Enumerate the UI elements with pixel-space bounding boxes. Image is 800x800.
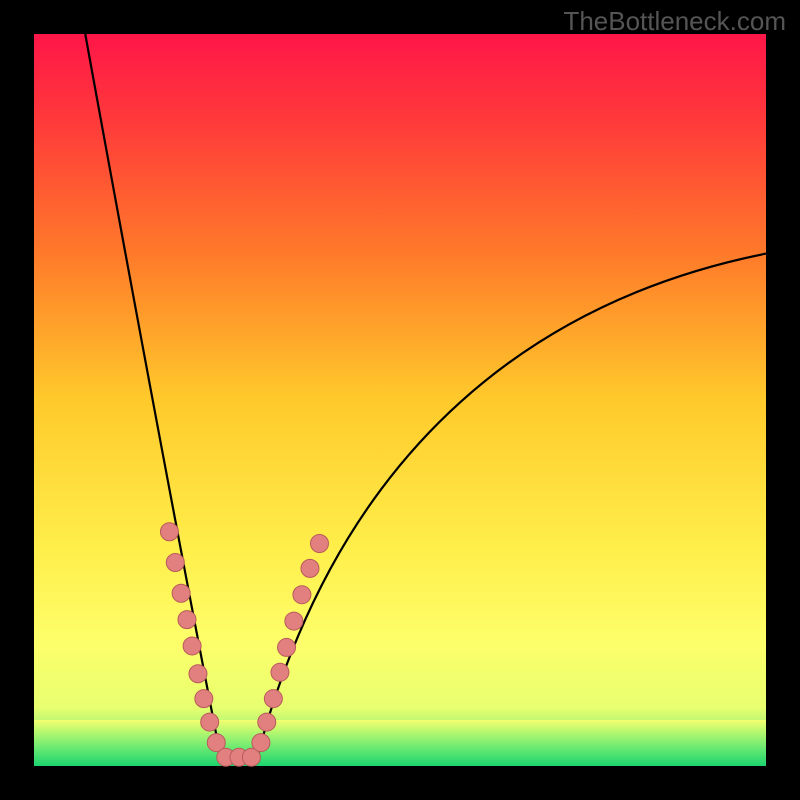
data-marker bbox=[178, 611, 196, 629]
data-marker bbox=[189, 665, 207, 683]
watermark-text: TheBottleneck.com bbox=[563, 6, 786, 37]
data-marker bbox=[183, 637, 201, 655]
data-marker bbox=[160, 523, 178, 541]
data-marker bbox=[264, 690, 282, 708]
data-marker bbox=[166, 554, 184, 572]
data-marker bbox=[252, 734, 270, 752]
data-marker bbox=[201, 713, 219, 731]
chart-svg bbox=[0, 0, 800, 800]
chart-stage: TheBottleneck.com bbox=[0, 0, 800, 800]
data-marker bbox=[285, 612, 303, 630]
data-marker bbox=[258, 713, 276, 731]
data-marker bbox=[195, 690, 213, 708]
data-marker bbox=[271, 663, 289, 681]
data-marker bbox=[301, 559, 319, 577]
data-marker bbox=[172, 584, 190, 602]
data-marker bbox=[293, 586, 311, 604]
data-marker bbox=[310, 534, 328, 552]
data-marker bbox=[278, 638, 296, 656]
